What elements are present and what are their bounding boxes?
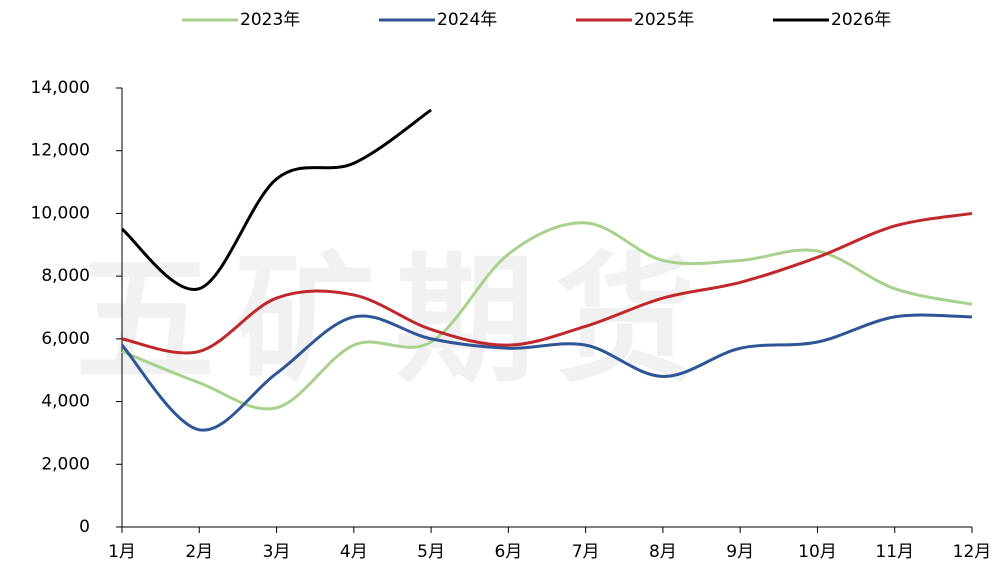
- x-tick-label: 9月: [726, 542, 754, 562]
- y-tick-label: 4,000: [41, 392, 90, 412]
- legend-label: 2026年: [831, 10, 891, 30]
- x-tick-label: 10月: [798, 542, 837, 562]
- x-tick-label: 8月: [649, 542, 677, 562]
- legend-label: 2023年: [240, 10, 300, 30]
- x-tick-label: 6月: [494, 542, 522, 562]
- x-tick-label: 2月: [185, 542, 213, 562]
- y-tick-label: 12,000: [31, 141, 90, 161]
- x-tick-label: 5月: [417, 542, 445, 562]
- y-tick-label: 10,000: [31, 203, 90, 223]
- watermark: 五矿期货: [75, 240, 715, 403]
- y-tick-label: 14,000: [31, 78, 90, 98]
- series-line: [121, 221, 973, 411]
- legend-label: 2025年: [634, 10, 694, 30]
- x-tick-label: 12月: [953, 542, 992, 562]
- series-line: [121, 108, 432, 291]
- y-tick-label: 0: [79, 517, 90, 537]
- y-tick-label: 8,000: [41, 266, 90, 286]
- y-tick-label: 2,000: [41, 454, 90, 474]
- x-tick-label: 4月: [340, 542, 368, 562]
- x-tick-label: 3月: [263, 542, 291, 562]
- series-line: [120, 313, 973, 432]
- x-tick-label: 1月: [108, 542, 136, 562]
- y-tick-label: 6,000: [41, 329, 90, 349]
- x-tick-label: 7月: [572, 542, 600, 562]
- x-tick-label: 11月: [875, 542, 914, 562]
- series-line: [121, 211, 973, 355]
- legend-label: 2024年: [437, 10, 497, 30]
